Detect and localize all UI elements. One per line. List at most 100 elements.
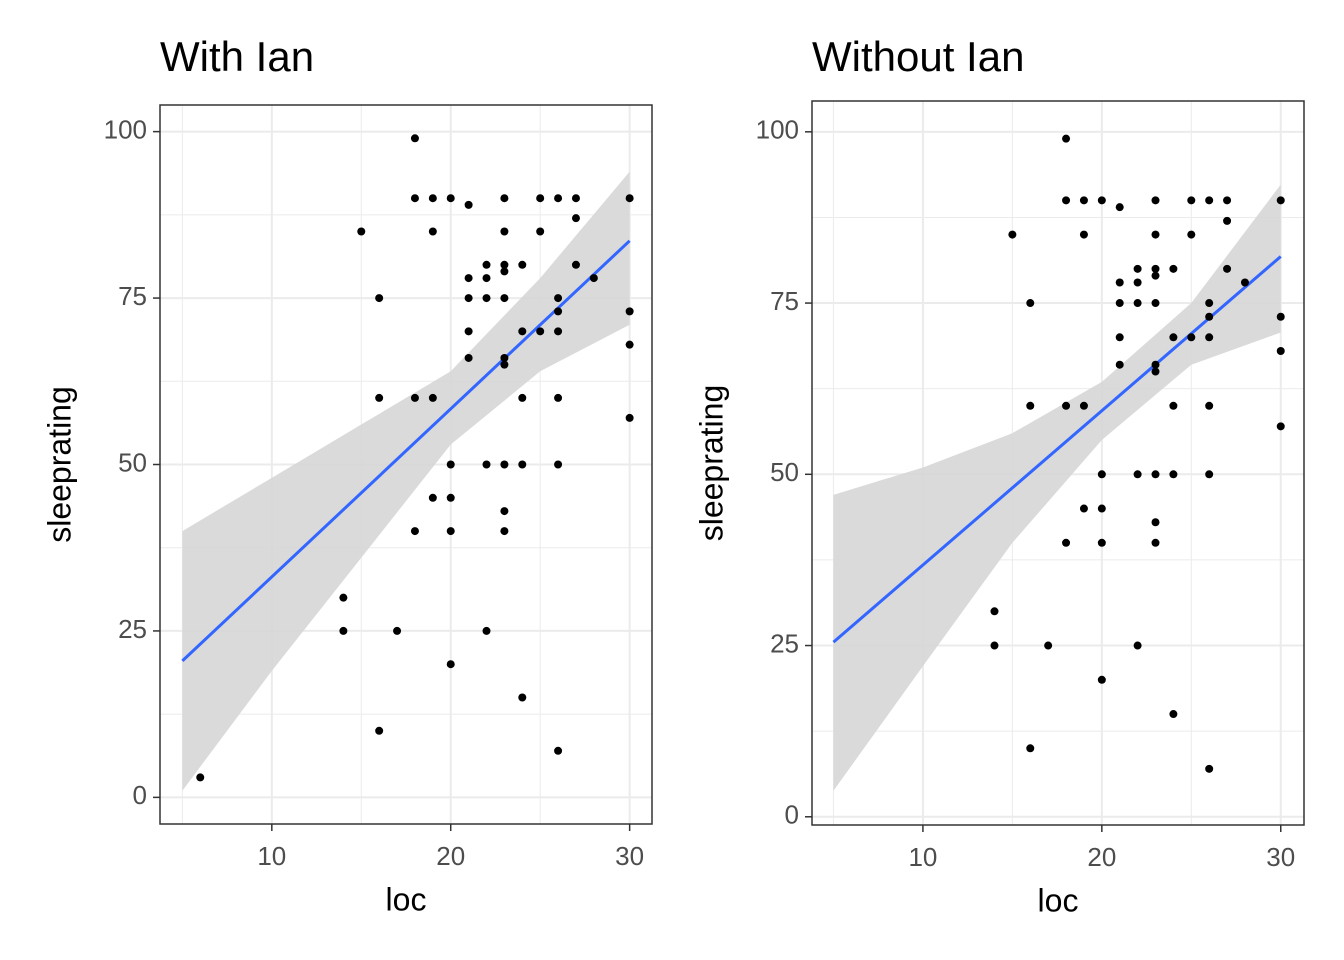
point — [1187, 230, 1196, 239]
x-tick-label: 20 — [436, 841, 465, 871]
confidence-band — [182, 171, 630, 791]
point — [1151, 271, 1160, 280]
point — [500, 360, 509, 369]
point — [518, 327, 527, 336]
point — [518, 260, 527, 269]
chart-title: Without Ian — [812, 33, 1024, 80]
point — [428, 194, 437, 203]
point — [1079, 230, 1088, 239]
point — [464, 274, 473, 283]
point — [554, 294, 563, 303]
point — [1276, 422, 1285, 431]
y-axis-label: sleeprating — [41, 386, 77, 543]
point — [482, 626, 491, 635]
y-tick-label: 0 — [133, 780, 147, 810]
point — [428, 227, 437, 236]
point — [1169, 401, 1178, 410]
point — [500, 267, 509, 276]
confidence-band — [833, 184, 1281, 791]
point — [990, 607, 999, 616]
point — [410, 393, 419, 402]
point — [1151, 470, 1160, 479]
point — [1115, 333, 1124, 342]
point — [1151, 264, 1160, 273]
point — [1097, 504, 1106, 513]
point — [1205, 196, 1214, 205]
point — [1097, 675, 1106, 684]
point — [571, 194, 580, 203]
point — [464, 353, 473, 362]
point — [446, 493, 455, 502]
point — [464, 327, 473, 336]
point — [375, 294, 384, 303]
point — [428, 393, 437, 402]
point — [482, 460, 491, 469]
point — [518, 693, 527, 702]
point — [410, 527, 419, 536]
point — [990, 641, 999, 650]
point — [571, 260, 580, 269]
point — [1133, 299, 1142, 308]
point — [500, 227, 509, 236]
panel-border — [811, 100, 1305, 826]
point — [1115, 299, 1124, 308]
point — [1097, 538, 1106, 547]
point — [554, 460, 563, 469]
point — [1169, 333, 1178, 342]
point — [554, 746, 563, 755]
y-tick-label: 0 — [785, 800, 799, 830]
point — [482, 294, 491, 303]
point — [339, 593, 348, 602]
point — [446, 660, 455, 669]
point — [339, 626, 348, 635]
point — [1026, 744, 1035, 753]
point — [446, 527, 455, 536]
point — [500, 353, 509, 362]
point — [1133, 470, 1142, 479]
point — [1223, 264, 1232, 273]
point — [1133, 641, 1142, 650]
x-axis-label: loc — [1038, 882, 1079, 918]
point — [1044, 641, 1053, 650]
x-tick-label: 20 — [1087, 842, 1116, 872]
point — [1133, 278, 1142, 287]
point — [1151, 196, 1160, 205]
point — [571, 214, 580, 223]
point — [375, 393, 384, 402]
point — [428, 493, 437, 502]
point — [1205, 470, 1214, 479]
point — [500, 194, 509, 203]
point — [500, 294, 509, 303]
point — [554, 393, 563, 402]
point — [446, 194, 455, 203]
y-tick-label: 25 — [118, 614, 147, 644]
point — [1205, 333, 1214, 342]
y-tick-label: 100 — [756, 115, 799, 145]
point — [410, 194, 419, 203]
y-tick-label: 75 — [118, 281, 147, 311]
y-tick-label: 50 — [118, 447, 147, 477]
point — [410, 134, 419, 143]
point — [625, 340, 634, 349]
y-tick-label: 50 — [770, 457, 799, 487]
point — [1151, 367, 1160, 376]
point — [1079, 401, 1088, 410]
point — [1223, 196, 1232, 205]
point — [1097, 196, 1106, 205]
point — [536, 327, 545, 336]
point — [446, 460, 455, 469]
point — [1115, 278, 1124, 287]
point — [1062, 134, 1071, 143]
point — [375, 726, 384, 735]
y-tick-label: 75 — [770, 286, 799, 316]
point — [1276, 196, 1285, 205]
point — [1223, 216, 1232, 225]
point — [554, 194, 563, 203]
point — [1115, 360, 1124, 369]
point — [464, 200, 473, 209]
fit-line — [832, 255, 1282, 644]
point — [1062, 401, 1071, 410]
point — [589, 274, 598, 283]
point — [1079, 196, 1088, 205]
